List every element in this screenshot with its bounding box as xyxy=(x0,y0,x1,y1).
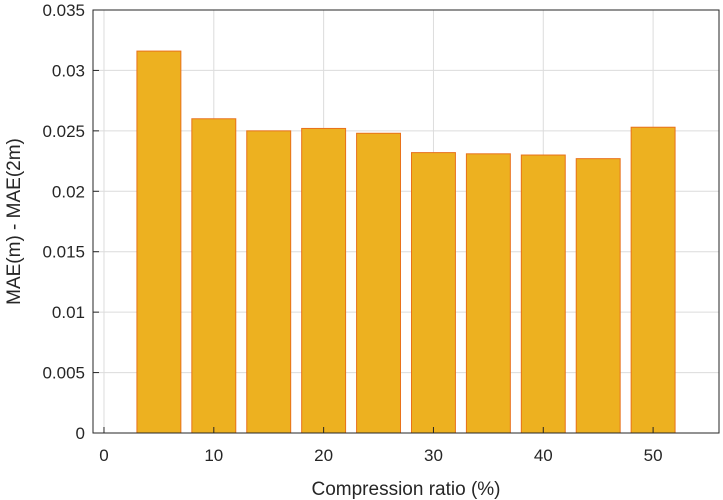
y-tick-label: 0.005 xyxy=(42,364,85,383)
x-tick-label: 50 xyxy=(644,446,663,465)
y-axis-ticks: 0 0.005 0.01 0.015 0.02 0.025 0.03 0.035 xyxy=(42,1,99,443)
x-tick-label: 30 xyxy=(424,446,443,465)
bar xyxy=(575,158,621,434)
bar xyxy=(191,118,237,434)
y-tick-label: 0.015 xyxy=(42,243,85,262)
bar xyxy=(136,50,182,434)
y-axis-label: MAE(m) - MAE(2m) xyxy=(4,138,25,305)
y-tick-label: 0.035 xyxy=(42,1,85,20)
y-tick-label: 0.025 xyxy=(42,122,85,141)
x-tick-label: 20 xyxy=(314,446,333,465)
bar xyxy=(630,126,676,434)
axes xyxy=(92,9,720,434)
x-axis-label: Compression ratio (%) xyxy=(312,479,501,500)
bar xyxy=(520,154,566,434)
x-axis-ticks: 0 10 20 30 40 50 xyxy=(99,427,663,465)
bar xyxy=(410,152,456,434)
y-tick-label: 0.03 xyxy=(52,61,85,80)
bars xyxy=(136,50,676,434)
bar xyxy=(301,127,347,434)
x-tick-label: 10 xyxy=(204,446,223,465)
bar xyxy=(246,130,292,434)
plot-area-frame xyxy=(92,9,720,434)
y-tick-label: 0 xyxy=(76,424,85,443)
x-tick-label: 40 xyxy=(534,446,553,465)
grid-lines xyxy=(93,9,719,434)
bar xyxy=(465,153,511,434)
y-tick-label: 0.02 xyxy=(52,182,85,201)
x-tick-label: 0 xyxy=(99,446,108,465)
bar xyxy=(356,132,402,434)
y-tick-label: 0.01 xyxy=(52,303,85,322)
